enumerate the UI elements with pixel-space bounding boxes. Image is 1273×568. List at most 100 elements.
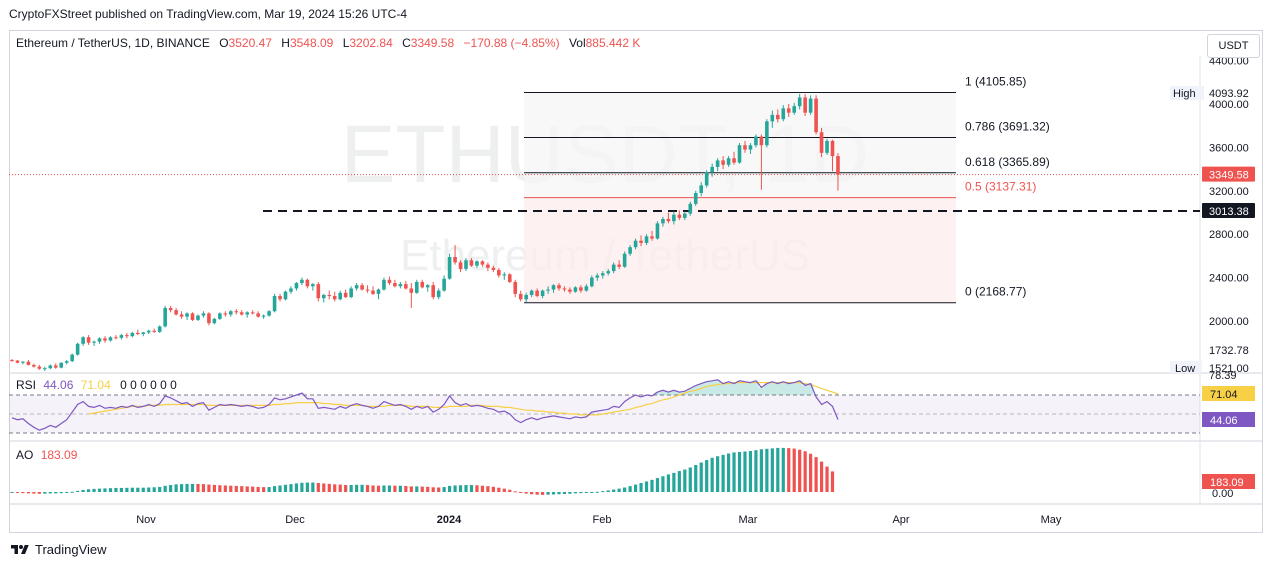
candle-body	[518, 293, 523, 300]
fibonacci-retracement[interactable]: 1 (4105.85) 0.786 (3691.32) 0.618 (3365.89…	[524, 75, 1050, 304]
candle-body	[114, 337, 118, 339]
footer-brand[interactable]: TradingView	[9, 542, 107, 557]
ao-bar	[601, 491, 605, 493]
ao-bar	[349, 485, 353, 492]
ao-bar	[70, 491, 74, 493]
ao-legend[interactable]: AO 183.09	[16, 448, 78, 462]
rsi-overbought-segment	[791, 382, 797, 395]
rsi-legend[interactable]: RSI 44.06 71.04 0 0 0 0 0 0	[16, 378, 177, 392]
candle-body	[311, 284, 315, 287]
ao-bar	[48, 492, 52, 494]
volume-value: 885.442 K	[586, 36, 641, 50]
time-axis[interactable]: Nov Dec 2024 Feb Mar Apr May	[136, 514, 1062, 526]
candle-body	[168, 307, 173, 311]
candle-body	[546, 289, 550, 291]
price-axis[interactable]: 4400.00 4000.00 3600.00 3200.00 2800.00 2400.…	[1209, 56, 1249, 357]
candle-body	[261, 315, 266, 317]
candle-body	[92, 341, 96, 343]
ao-bar	[26, 492, 31, 494]
ao-bar	[633, 484, 638, 492]
candle-body	[524, 294, 528, 300]
fib-zone	[524, 197, 956, 303]
candle-body	[529, 290, 534, 295]
ao-bar	[272, 486, 277, 492]
currency-button-label: USDT	[1218, 40, 1249, 52]
candle-body	[704, 172, 709, 186]
close-label: C	[402, 36, 411, 50]
ao-bar	[519, 492, 523, 493]
candle-body	[250, 312, 255, 314]
candle-body	[157, 326, 162, 332]
ao-bar	[103, 488, 107, 492]
candle-body	[414, 281, 419, 293]
ao-bar	[245, 486, 249, 492]
ao-bar	[300, 482, 304, 492]
candle-body	[436, 290, 441, 298]
candle-body	[754, 136, 758, 146]
ao-value-badge	[1202, 474, 1255, 489]
rsi-overbought-segment	[671, 390, 677, 395]
ao-bar	[666, 474, 670, 492]
candle-body	[234, 311, 239, 313]
candle-body	[486, 264, 490, 268]
candle-body	[683, 213, 687, 218]
ao-bar	[158, 486, 162, 492]
candlestick-series[interactable]	[10, 93, 840, 371]
chart-frame	[9, 30, 1263, 533]
ao-bar	[125, 487, 129, 492]
ao-bar	[387, 485, 392, 492]
candle-body	[797, 97, 802, 107]
ao-bar	[688, 467, 692, 492]
candle-body	[677, 214, 682, 218]
candle-body	[765, 121, 769, 146]
ao-bar	[754, 450, 758, 492]
ao-histogram[interactable]	[10, 447, 835, 495]
rsi-overbought-segment	[731, 383, 737, 395]
ao-bar	[65, 492, 69, 493]
candle-body	[404, 284, 408, 289]
candle-body	[830, 140, 835, 157]
candle-body	[622, 253, 627, 267]
ao-bar	[497, 487, 501, 492]
candle-body	[453, 256, 457, 263]
tradingview-logo-icon	[11, 544, 29, 554]
ao-bar	[92, 488, 96, 492]
rsi-overbought-segment	[753, 380, 759, 395]
ao-bar	[475, 485, 479, 492]
rsi-ma-line[interactable]	[88, 382, 839, 416]
ao-bar	[770, 448, 774, 492]
candle-body	[278, 296, 282, 300]
time-tick: Dec	[285, 514, 305, 526]
ao-bar	[814, 457, 818, 492]
currency-button[interactable]: USDT	[1207, 34, 1260, 58]
high-label: H	[281, 36, 290, 50]
ao-bar	[491, 486, 495, 492]
price-tick: 3200.00	[1209, 186, 1249, 198]
candle-body	[360, 285, 364, 290]
ao-bar	[338, 484, 342, 492]
candle-body	[792, 106, 797, 113]
candle-body	[431, 285, 435, 298]
candle-body	[600, 273, 605, 276]
close-value: 3349.58	[411, 36, 455, 50]
ao-bar	[819, 461, 824, 492]
ao-bar	[147, 487, 151, 492]
ao-bar	[152, 487, 156, 492]
ao-bar	[86, 489, 91, 492]
ao-bar	[223, 485, 227, 492]
candle-body	[136, 332, 140, 335]
symbol-legend[interactable]: Ethereum / TetherUS, 1D, BINANCE O3520.4…	[16, 36, 640, 50]
ao-bar	[650, 479, 654, 492]
ao-bar	[376, 485, 381, 492]
candle-body	[721, 160, 725, 165]
ao-bar	[190, 483, 195, 492]
ao-bar	[787, 448, 791, 492]
time-tick: 2024	[437, 514, 462, 526]
ao-bar	[612, 489, 616, 492]
rsi-line[interactable]	[11, 379, 839, 431]
candle-body	[365, 289, 370, 291]
candle-body	[425, 285, 430, 288]
candle-body	[732, 158, 736, 163]
candle-body	[152, 330, 157, 332]
